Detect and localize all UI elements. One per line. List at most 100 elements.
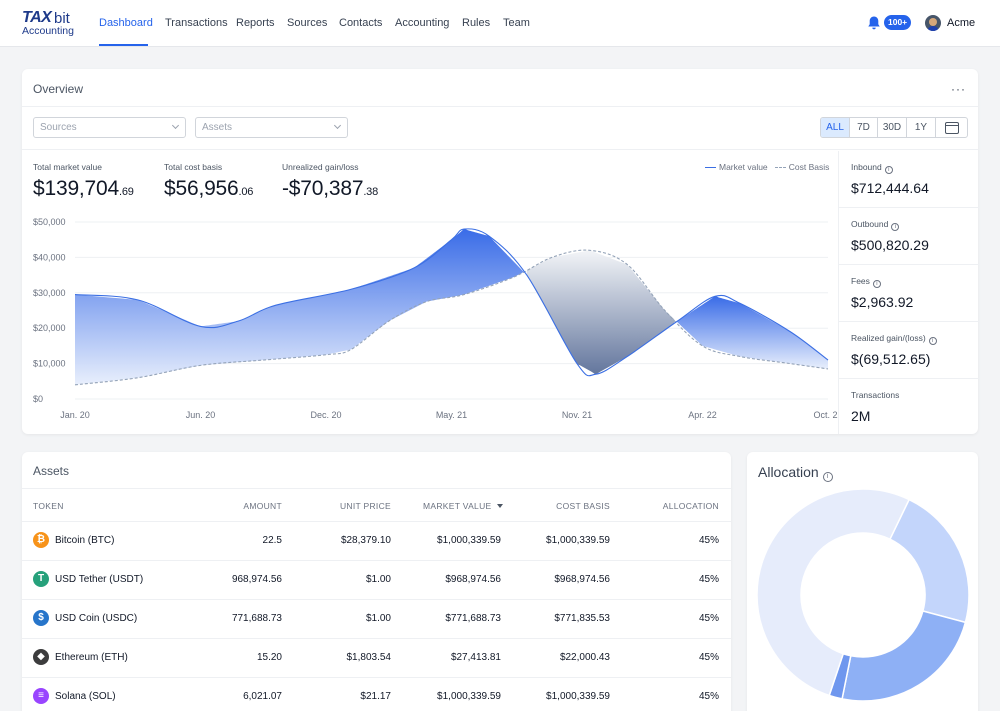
info-icon[interactable]: i	[822, 472, 833, 482]
user-name[interactable]: Acme	[947, 17, 976, 29]
market-value: $1,000,339.59	[437, 691, 501, 702]
inbound-value: $712,444.64	[851, 180, 929, 196]
table-row[interactable]: $ USD Coin (USDC) 771,688.73 $1.00 $771,688.…	[22, 599, 731, 638]
unit-price: $1.00	[365, 574, 391, 585]
allocation-title: Allocation i	[758, 464, 833, 482]
nav-contacts[interactable]: Contacts	[339, 17, 383, 29]
assets-select[interactable]: Assets	[195, 117, 348, 138]
header-cost-basis[interactable]: COST BASIS	[556, 501, 610, 511]
y-tick-label: $20,000	[33, 323, 66, 333]
cost-basis: $771,835.53	[554, 613, 610, 624]
total-cost-basis-label: Total cost basis	[164, 162, 223, 172]
nav-reports[interactable]: Reports	[236, 17, 275, 29]
range-30d-button[interactable]: 30D	[878, 118, 907, 137]
total-cost-basis: $56,956.06	[164, 177, 254, 200]
overview-card: Overview ··· Sources Assets ALL 7D 30D 1…	[22, 69, 979, 436]
allocation: 45%	[698, 691, 719, 702]
legend-market-value-swatch	[705, 167, 716, 169]
nav-accounting[interactable]: Accounting	[395, 17, 450, 29]
cost-basis: $22,000.43	[559, 652, 610, 663]
nav-rules[interactable]: Rules	[462, 17, 491, 29]
outbound-stat: Outbound i $500,820.29	[839, 208, 979, 265]
token-name: Solana (SOL)	[55, 691, 116, 702]
logo-tax: TAX	[22, 9, 52, 26]
avatar[interactable]	[925, 15, 941, 31]
cost-basis: $968,974.56	[554, 574, 610, 585]
allocation: 45%	[698, 535, 719, 546]
fees-value: $2,963.92	[851, 294, 914, 310]
legend-cost-basis-swatch	[774, 167, 786, 169]
allocation-slice[interactable]	[756, 488, 911, 697]
table-row[interactable]: ₿ Bitcoin (BTC) 22.5 $28,379.10 $1,000,339.5…	[22, 521, 731, 560]
nav-dashboard[interactable]: Dashboard	[99, 17, 153, 29]
market-value: $1,000,339.59	[437, 535, 501, 546]
realized-gain-label: Realized gain/(loss)	[851, 333, 926, 343]
header-token[interactable]: TOKEN	[33, 501, 64, 511]
x-tick-label: Jan. 20	[60, 410, 90, 420]
allocation-slice[interactable]	[888, 498, 970, 624]
allocation-donut-chart	[756, 488, 970, 702]
header-market-value[interactable]: MARKET VALUE	[423, 501, 504, 511]
assets-card: Assets TOKEN AMOUNT UNIT PRICE MARKET VA…	[22, 452, 731, 711]
divider	[22, 149, 978, 150]
market-value-line	[74, 228, 829, 377]
y-tick-label: $40,000	[33, 252, 66, 262]
token-name: Bitcoin (BTC)	[55, 535, 115, 546]
allocation-slice[interactable]	[841, 610, 967, 702]
range-1y-button[interactable]: 1Y	[907, 118, 936, 137]
notification-badge[interactable]: 100+	[884, 15, 912, 30]
info-icon[interactable]: i	[891, 223, 900, 231]
y-tick-label: $50,000	[33, 217, 66, 227]
inbound-label: Inbound	[851, 162, 882, 172]
bell-icon[interactable]	[866, 15, 882, 31]
fees-label: Fees	[851, 276, 870, 286]
nav-sources[interactable]: Sources	[287, 17, 328, 29]
range-7d-button[interactable]: 7D	[850, 118, 878, 137]
assets-placeholder: Assets	[202, 122, 233, 133]
nav-team[interactable]: Team	[503, 17, 530, 29]
total-market-value-label: Total market value	[33, 162, 102, 172]
sources-select[interactable]: Sources	[33, 117, 186, 138]
taxbit-logo[interactable]: TAX bit Accounting	[22, 9, 82, 37]
unit-price: $1,803.54	[346, 652, 392, 663]
token-name: USD Coin (USDC)	[55, 613, 138, 624]
info-icon[interactable]: i	[872, 280, 881, 288]
table-row[interactable]: T USD Tether (USDT) 968,974.56 $1.00 $968,97…	[22, 560, 731, 599]
solana-icon: ≡	[33, 688, 49, 704]
calendar-button[interactable]	[936, 118, 967, 137]
usdc-icon: $	[33, 610, 49, 626]
cost-basis: $1,000,339.59	[546, 691, 610, 702]
market-value: $27,413.81	[450, 652, 501, 663]
ethereum-icon: ◆	[33, 649, 49, 665]
market-value-area	[677, 296, 828, 369]
header-unit-price[interactable]: UNIT PRICE	[339, 501, 391, 511]
overview-title: Overview	[33, 82, 84, 96]
top-navigation: TAX bit Accounting Dashboard Transaction…	[0, 0, 1000, 47]
info-icon[interactable]: i	[928, 337, 937, 345]
x-tick-label: May. 21	[436, 410, 467, 420]
token-name: USD Tether (USDT)	[55, 574, 144, 585]
bitcoin-icon: ₿	[33, 532, 49, 548]
y-tick-label: $10,000	[33, 359, 66, 369]
table-row[interactable]: ◆ Ethereum (ETH) 15.20 $1,803.54 $27,413.81 $…	[22, 638, 731, 677]
x-tick-label: Dec. 20	[310, 410, 341, 420]
x-tick-label: Nov. 21	[562, 410, 592, 420]
info-icon[interactable]: i	[884, 166, 893, 174]
market-value: $968,974.56	[445, 574, 501, 585]
logo-subtitle: Accounting	[22, 25, 74, 37]
sources-placeholder: Sources	[40, 122, 77, 133]
nav-transactions[interactable]: Transactions	[165, 17, 228, 29]
cost-basis-area	[526, 250, 675, 375]
legend-cost-basis: Cost Basis	[788, 162, 830, 172]
amount: 15.20	[256, 652, 282, 663]
sort-descending-icon[interactable]	[497, 504, 504, 508]
table-row[interactable]: ≡ Solana (SOL) 6,021.07 $21.17 $1,000,339.59…	[22, 677, 731, 711]
allocation: 45%	[698, 652, 719, 663]
more-options-icon[interactable]: ···	[951, 82, 966, 96]
transactions-stat: Transactions 2M	[839, 379, 979, 436]
header-amount[interactable]: AMOUNT	[243, 501, 282, 511]
header-allocation[interactable]: ALLOCATION	[662, 501, 719, 511]
chart-legend: Market value Cost Basis	[705, 162, 829, 172]
unrealized-gain-loss: -$70,387.38	[282, 177, 379, 200]
range-all-button[interactable]: ALL	[821, 118, 850, 137]
